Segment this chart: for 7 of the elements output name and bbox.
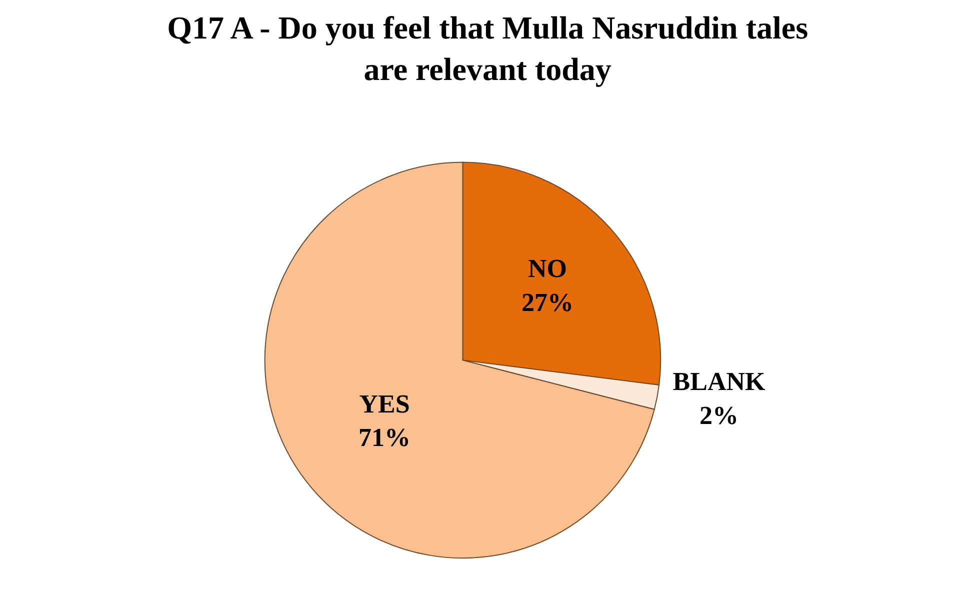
- slice-label: BLANK: [672, 366, 766, 396]
- data-label: 27%: [522, 288, 574, 317]
- slice-label: NO: [528, 254, 568, 284]
- data-label: 2%: [700, 400, 739, 430]
- slice-label: YES: [359, 389, 410, 418]
- data-label: 71%: [358, 423, 411, 452]
- chart-title: Q17 A - Do you feel that Mulla Nasruddin tales are relevant today: [167, 9, 808, 87]
